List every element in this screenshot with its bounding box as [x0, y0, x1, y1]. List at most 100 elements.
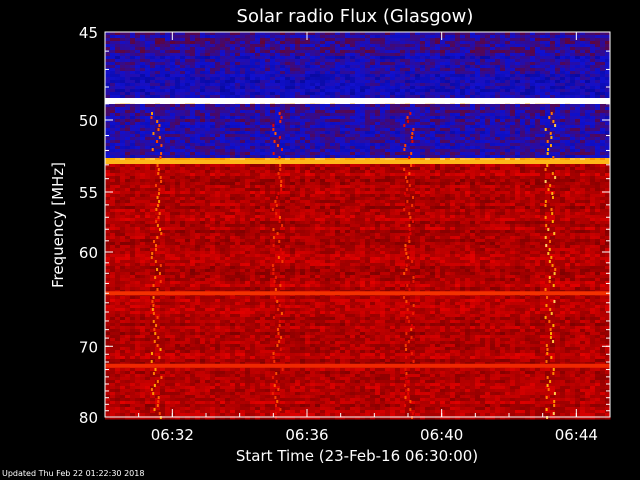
- spectrum-cell: [130, 164, 136, 168]
- spectrum-cell: [435, 137, 441, 141]
- spectrum-cell: [480, 53, 486, 57]
- spectrum-cell: [470, 71, 476, 75]
- spectrum-cell: [440, 74, 446, 78]
- spectrum-cell: [500, 71, 506, 75]
- spectrum-cell: [365, 125, 371, 129]
- spectrum-cell: [320, 155, 326, 159]
- spectrum-cell: [120, 77, 126, 81]
- spectrum-cell: [525, 50, 531, 54]
- spectrum-cell: [210, 71, 216, 75]
- spectrum-cell: [450, 155, 456, 159]
- spectrum-cell: [550, 71, 556, 75]
- spectrum-cell: [495, 113, 501, 117]
- spectrum-cell: [550, 50, 556, 54]
- spectrum-cell: [105, 59, 111, 63]
- spectrum-cell: [435, 173, 441, 177]
- spectrum-cell: [200, 35, 206, 39]
- spectrum-cell: [120, 155, 126, 159]
- spectrum-cell: [130, 68, 136, 72]
- spectrum-cell: [365, 68, 371, 72]
- spectrum-cell: [570, 35, 576, 39]
- spectrum-cell: [520, 68, 526, 72]
- spectrum-cell: [245, 110, 251, 114]
- spectrum-cell: [530, 50, 536, 54]
- spectrum-cell: [385, 38, 391, 42]
- spectrum-cell: [305, 80, 311, 84]
- spectrum-cell: [595, 35, 601, 39]
- spectrum-cell: [120, 146, 126, 150]
- spectrum-cell: [200, 71, 206, 75]
- spectrum-cell: [140, 125, 146, 129]
- spectrum-cell: [460, 86, 466, 90]
- spectrum-cell: [145, 41, 151, 45]
- spectrum-cell: [310, 110, 316, 114]
- spectrum-cell: [195, 125, 201, 129]
- spectrum-cell: [340, 131, 346, 135]
- spectrum-cell: [165, 137, 171, 141]
- spectrum-cell: [550, 44, 556, 48]
- spectrum-cell: [310, 113, 316, 117]
- spectrum-cell: [150, 74, 156, 78]
- spectrum-cell: [580, 92, 586, 96]
- spectrum-cell: [565, 32, 571, 36]
- spectrum-cell: [135, 53, 141, 57]
- spectrum-cell: [570, 149, 576, 153]
- spectrum-cell: [220, 113, 226, 117]
- spectrum-cell: [450, 68, 456, 72]
- spectrum-cell: [515, 77, 521, 81]
- spectrum-cell: [225, 68, 231, 72]
- spectrum-cell: [230, 122, 236, 126]
- spectrum-cell: [225, 170, 231, 174]
- spectrum-cell: [200, 116, 206, 120]
- spectrum-cell: [365, 56, 371, 60]
- spectrum-cell: [385, 119, 391, 123]
- spectrum-cell: [525, 74, 531, 78]
- spectrum-cell: [235, 56, 241, 60]
- spectrum-cell: [210, 179, 216, 183]
- spectrum-cell: [260, 47, 266, 51]
- spectrum-cell: [350, 59, 356, 63]
- spectrum-cell: [310, 62, 316, 66]
- spectrum-cell: [505, 143, 511, 147]
- spectrum-cell: [345, 164, 351, 168]
- spectrum-cell: [295, 104, 301, 108]
- spectrum-cell: [155, 92, 161, 96]
- spectrum-cell: [470, 68, 476, 72]
- spectrum-cell: [555, 155, 561, 159]
- spectrum-cell: [590, 173, 596, 177]
- spectrum-cell: [335, 59, 341, 63]
- spectrum-cell: [330, 176, 336, 180]
- spectrum-cell: [370, 95, 376, 99]
- spectrum-cell: [130, 149, 136, 153]
- spectrum-cell: [320, 80, 326, 84]
- spectrum-cell: [175, 35, 181, 39]
- spectrum-cell: [155, 152, 161, 156]
- spectrum-cell: [560, 176, 566, 180]
- spectrum-cell: [575, 53, 581, 57]
- spectrum-cell: [530, 176, 536, 180]
- spectrum-cell: [470, 110, 476, 114]
- spectrum-cell: [365, 170, 371, 174]
- spectrum-cell: [330, 74, 336, 78]
- spectrum-cell: [415, 116, 421, 120]
- spectrum-cell: [375, 143, 381, 147]
- spectrum-cell: [405, 56, 411, 60]
- spectrum-cell: [560, 32, 566, 36]
- spectrum-cell: [150, 110, 156, 114]
- spectrum-cell: [160, 113, 166, 117]
- spectrum-cell: [600, 119, 606, 123]
- spectrum-cell: [305, 116, 311, 120]
- spectrum-cell: [210, 32, 216, 36]
- spectrum-cell: [505, 146, 511, 150]
- spectrum-cell: [215, 155, 221, 159]
- spectrum-cell: [285, 140, 291, 144]
- spectrum-cell: [460, 128, 466, 132]
- spectrum-cell: [555, 53, 561, 57]
- spectrum-cell: [430, 146, 436, 150]
- spectrum-cell: [410, 68, 416, 72]
- spectrum-cell: [310, 80, 316, 84]
- spectrum-cell: [190, 95, 196, 99]
- spectrum-cell: [480, 47, 486, 51]
- spectrum-cell: [475, 173, 481, 177]
- spectrum-cell: [210, 176, 216, 180]
